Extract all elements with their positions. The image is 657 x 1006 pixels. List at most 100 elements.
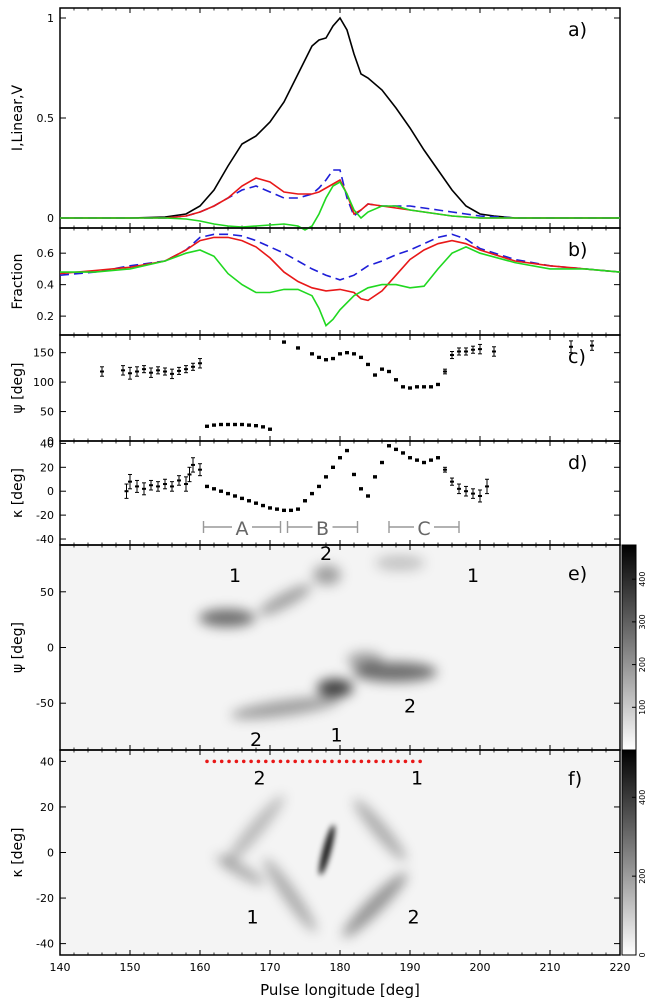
- data-point: [380, 461, 384, 464]
- data-point: [170, 372, 174, 375]
- panel-label: c): [568, 346, 586, 368]
- data-point: [408, 456, 412, 459]
- data-point: [443, 370, 447, 373]
- panel-label: e): [568, 563, 587, 585]
- dotted-marker: [256, 759, 261, 764]
- y-axis-label: ψ [deg]: [10, 622, 26, 673]
- x-tick-label: 140: [50, 961, 71, 974]
- data-point: [408, 387, 412, 389]
- dotted-marker: [286, 759, 290, 764]
- y-tick-label: 0: [47, 485, 54, 498]
- data-point: [233, 494, 237, 497]
- data-point: [177, 479, 181, 482]
- panel-label: f): [568, 768, 582, 790]
- data-point: [324, 475, 328, 478]
- data-point: [142, 487, 146, 490]
- data-point: [471, 348, 475, 351]
- x-tick-label: 160: [190, 961, 211, 974]
- y-tick-label: 0.2: [37, 310, 55, 323]
- data-point: [275, 508, 279, 511]
- y-tick-label: 0: [47, 435, 54, 448]
- data-point: [149, 484, 153, 487]
- data-point: [205, 485, 209, 488]
- data-point: [310, 352, 314, 355]
- y-tick-label: 100: [33, 376, 54, 389]
- data-point: [345, 351, 349, 354]
- data-point: [331, 357, 335, 360]
- data-point: [436, 456, 440, 459]
- colorbar-tick-label: 200: [638, 657, 647, 672]
- panel-label: b): [568, 239, 587, 261]
- data-point: [303, 499, 307, 502]
- data-point: [124, 490, 129, 493]
- data-point: [366, 494, 370, 497]
- dotted-marker: [300, 759, 305, 764]
- heatmap-f-image: [60, 750, 620, 955]
- dotted-marker: [381, 759, 386, 764]
- component-label: 2: [250, 729, 262, 751]
- x-tick-label: 170: [260, 961, 281, 974]
- series-line: [59, 236, 621, 302]
- data-point: [282, 509, 286, 512]
- data-point: [163, 483, 167, 486]
- panel-2: 0.2 0.4 0.6 Fraction b): [10, 227, 621, 336]
- data-point: [352, 473, 356, 476]
- data-point: [135, 485, 139, 488]
- dotted-marker: [249, 759, 253, 764]
- component-label: 1: [330, 724, 342, 746]
- data-point: [296, 508, 300, 511]
- data-point: [191, 365, 195, 368]
- data-point: [415, 385, 419, 388]
- y-tick-label: 150: [33, 347, 54, 360]
- dotted-marker: [234, 759, 239, 764]
- data-point: [394, 378, 398, 381]
- y-tick-label: 0.6: [37, 247, 55, 260]
- x-tick-label: 180: [330, 961, 351, 974]
- data-point: [187, 473, 192, 476]
- data-point: [485, 485, 489, 488]
- data-point: [100, 370, 104, 373]
- dotted-marker: [293, 759, 298, 764]
- dotted-marker: [352, 759, 356, 764]
- heatmap-e-image: [60, 545, 620, 750]
- component-label: 2: [253, 767, 265, 789]
- data-point: [205, 425, 209, 428]
- data-point: [254, 424, 258, 427]
- series-line: [60, 246, 621, 327]
- data-point: [254, 502, 258, 505]
- x-tick-label: 210: [540, 961, 561, 974]
- series-line: [59, 233, 621, 281]
- dotted-marker: [308, 759, 312, 764]
- data-point: [268, 428, 272, 431]
- panel-1: 0 0.5 1 I,Linear,V a): [10, 7, 621, 231]
- dotted-marker: [271, 759, 275, 764]
- series-line: [60, 180, 620, 231]
- y-tick-label: -40: [36, 533, 54, 546]
- data-point: [387, 444, 391, 447]
- y-tick-label: 20: [40, 461, 54, 474]
- data-point: [436, 383, 440, 386]
- y-tick-label: 40: [40, 437, 54, 450]
- data-point: [373, 374, 377, 377]
- data-point: [219, 423, 223, 426]
- y-axis-label: I,Linear,V: [10, 85, 26, 152]
- data-point: [135, 370, 139, 373]
- dotted-marker: [403, 759, 408, 764]
- data-point: [443, 468, 447, 471]
- data-point: [450, 354, 454, 357]
- data-point: [212, 487, 216, 490]
- data-point: [212, 424, 216, 427]
- data-point: [247, 424, 251, 427]
- colorbar-tick-label: 400: [638, 572, 647, 587]
- dotted-marker: [366, 759, 371, 764]
- component-label: 1: [229, 565, 241, 587]
- data-point: [387, 370, 391, 373]
- data-point: [464, 490, 468, 493]
- data-point: [149, 371, 153, 374]
- data-point: [366, 363, 370, 366]
- data-point: [401, 451, 405, 454]
- y-tick-label: -50: [36, 697, 54, 710]
- panel-5: -50 0 50 ψ [deg] e) 1 2 1 2 2 1 100 200 300 400: [10, 543, 647, 751]
- y-tick-label: 0.4: [37, 279, 55, 292]
- dotted-marker: [388, 759, 393, 764]
